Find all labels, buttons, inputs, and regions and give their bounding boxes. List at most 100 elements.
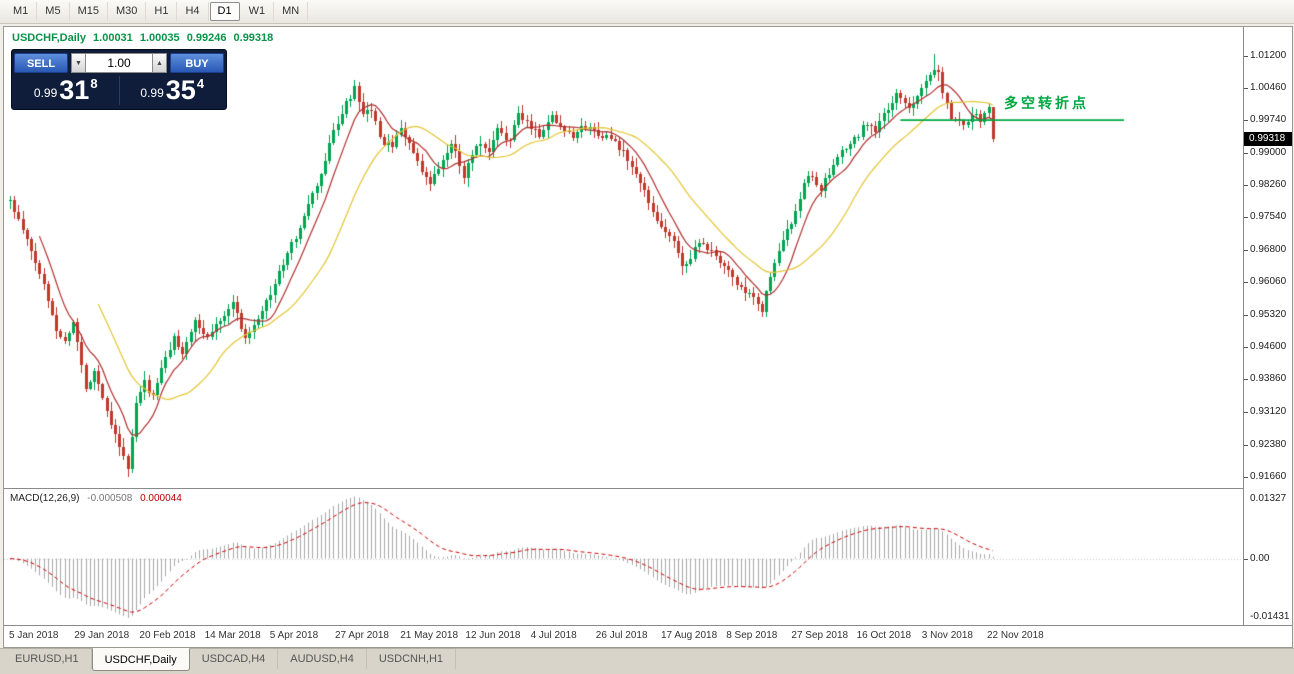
timeframe-button-M15[interactable]: M15: [70, 2, 108, 21]
timeframe-button-W1[interactable]: W1: [241, 2, 275, 21]
price-axis-tick: [1244, 185, 1248, 186]
macd-axis-top-label: 0.01327: [1250, 493, 1287, 504]
price-divider: [118, 76, 120, 105]
timeframe-button-M30[interactable]: M30: [108, 2, 147, 21]
date-axis-label: 29 Jan 2018: [74, 630, 130, 641]
macd-axis-bottom-label: -0.01431: [1250, 611, 1290, 622]
tab-USDCAD-H4[interactable]: USDCAD,H4: [190, 649, 279, 669]
volume-increase-button[interactable]: ▲: [152, 53, 167, 73]
date-axis-label: 5 Apr 2018: [269, 630, 319, 641]
volume-control: ▼ ▲: [71, 53, 167, 73]
sell-price-pips: 31: [59, 75, 90, 105]
date-axis-label: 26 Jul 2018: [595, 630, 648, 641]
chart-window: 0.99318 1.01200 1.00460 0.99740 0.99000 0.98…: [3, 26, 1293, 648]
macd-main-value: -0.000508: [87, 493, 133, 504]
ohlc-close: 0.99318: [233, 32, 274, 44]
price-axis-tick: [1244, 315, 1248, 316]
price-axis-tick: [1244, 477, 1248, 478]
one-click-trading-panel: SELL ▼ ▲ BUY 0.99 31 8 0.99 35 4: [11, 49, 227, 110]
price-axis-label: 0.95320: [1250, 309, 1287, 321]
current-price-marker: 0.99318: [1244, 131, 1292, 146]
timeframe-button-MN[interactable]: MN: [274, 2, 309, 21]
price-axis-label: 0.96800: [1250, 243, 1287, 255]
price-axis-label: 1.00460: [1250, 82, 1287, 94]
timeframe-button-D1[interactable]: D1: [209, 2, 240, 21]
price-axis-label: 0.94600: [1250, 340, 1287, 352]
buy-button[interactable]: BUY: [170, 53, 224, 73]
price-axis-tick: [1244, 217, 1248, 218]
tab-EURUSD-H1[interactable]: EURUSD,H1: [3, 649, 92, 669]
date-axis-label: 8 Sep 2018: [726, 630, 778, 641]
timeframe-button-H4[interactable]: H4: [177, 2, 209, 21]
price-axis-tick: [1244, 445, 1248, 446]
ohlc-high: 1.00035: [139, 32, 180, 44]
price-axis: 0.99318 1.01200 1.00460 0.99740 0.99000 0.98…: [1243, 27, 1292, 625]
price-axis-tick: [1244, 56, 1248, 57]
chart-title: USDCHF,Daily 1.00031 1.00035 0.99246 0.9…: [12, 32, 277, 44]
buy-price-pips: 35: [165, 75, 196, 105]
price-axis-tick: [1244, 347, 1248, 348]
timeframe-toolbar: M1 M5 M15 M30 H1 H4 D1 W1 MN: [0, 0, 1294, 24]
price-axis-tick: [1244, 120, 1248, 121]
date-axis-label: 12 Jun 2018: [465, 630, 521, 641]
date-axis-label: 27 Apr 2018: [335, 630, 389, 641]
trade-price-row: 0.99 31 8 0.99 35 4: [14, 74, 224, 107]
annotation-text: 多空转折点: [1004, 95, 1089, 112]
macd-axis-zero-label: 0.00: [1250, 552, 1270, 564]
macd-indicator-canvas[interactable]: [4, 489, 1243, 625]
price-axis-label: 0.91660: [1250, 470, 1287, 482]
tab-USDCNH-H1[interactable]: USDCNH,H1: [367, 649, 457, 669]
price-axis-tick: [1244, 250, 1248, 251]
price-axis-tick: [1244, 412, 1248, 413]
sell-button[interactable]: SELL: [14, 53, 68, 73]
chart-symbol-label: USDCHF,Daily: [12, 32, 86, 44]
buy-price-fraction: 4: [196, 76, 205, 91]
price-axis-label: 1.01200: [1250, 49, 1287, 61]
price-axis-tick: [1244, 88, 1248, 89]
price-axis-label: 0.92380: [1250, 438, 1287, 450]
price-axis-label: 0.97540: [1250, 211, 1287, 223]
date-axis-label: 4 Jul 2018: [530, 630, 577, 641]
macd-axis-zero-tick: [1244, 559, 1248, 560]
volume-input[interactable]: [86, 53, 152, 73]
date-axis: 5 Jan 2018 29 Jan 2018 20 Feb 2018 14 Mar 2…: [4, 626, 1292, 647]
date-axis-label: 16 Oct 2018: [856, 630, 912, 641]
sell-price-base: 0.99: [33, 86, 58, 100]
timeframe-button-M1[interactable]: M1: [5, 2, 38, 21]
sell-price-fraction: 8: [90, 76, 98, 91]
timeframe-button-H1[interactable]: H1: [146, 2, 178, 21]
price-axis-label: 0.98260: [1250, 179, 1287, 191]
buy-price-display[interactable]: 0.99 35 4: [121, 74, 225, 107]
sell-price-display[interactable]: 0.99 31 8: [14, 74, 118, 107]
macd-signal-value: 0.000044: [140, 493, 182, 504]
macd-label: MACD(12,26,9) -0.000508 0.000044: [10, 493, 187, 504]
pane-separator-main-macd[interactable]: [4, 488, 1292, 489]
date-axis-label: 22 Nov 2018: [987, 630, 1044, 641]
buy-price-base: 0.99: [140, 86, 164, 100]
tab-AUDUSD-H4[interactable]: AUDUSD,H4: [278, 649, 367, 669]
date-axis-label: 21 May 2018: [400, 630, 459, 641]
date-axis-label: 14 Mar 2018: [204, 630, 261, 641]
date-axis-label: 20 Feb 2018: [139, 630, 196, 641]
date-axis-label: 27 Sep 2018: [791, 630, 849, 641]
timeframe-button-M5[interactable]: M5: [37, 2, 70, 21]
price-axis-label: 0.96060: [1250, 276, 1287, 288]
price-axis-label: 0.93860: [1250, 373, 1287, 385]
ohlc-low: 0.99246: [186, 32, 227, 44]
chart-tabbar: EURUSD,H1 USDCHF,Daily USDCAD,H4 AUDUSD,H4 U…: [0, 648, 1294, 674]
price-axis-tick: [1244, 282, 1248, 283]
ohlc-open: 1.00031: [93, 32, 133, 44]
date-axis-label: 17 Aug 2018: [661, 630, 718, 641]
price-axis-label: 0.99740: [1250, 114, 1287, 126]
date-axis-label: 5 Jan 2018: [9, 630, 59, 641]
price-axis-label: 0.99000: [1250, 146, 1287, 158]
price-axis-label: 0.93120: [1250, 406, 1287, 418]
trade-controls-row: SELL ▼ ▲ BUY: [14, 52, 224, 74]
pane-separator-macd-dates: [4, 625, 1292, 626]
macd-indicator-name: MACD(12,26,9): [10, 493, 80, 504]
date-axis-label: 3 Nov 2018: [921, 630, 973, 641]
price-axis-tick: [1244, 153, 1248, 154]
volume-decrease-button[interactable]: ▼: [71, 53, 86, 73]
tab-USDCHF-Daily[interactable]: USDCHF,Daily: [91, 648, 190, 671]
price-axis-tick: [1244, 379, 1248, 380]
